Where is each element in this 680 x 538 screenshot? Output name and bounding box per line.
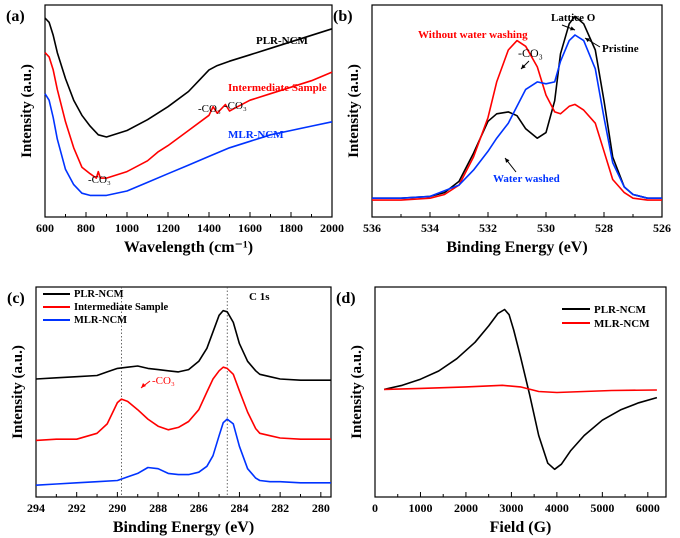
series-line-mlr-ncm bbox=[35, 418, 331, 486]
annotation-text: -CO₃ bbox=[518, 46, 543, 60]
x-tick-label: 0 bbox=[372, 501, 378, 515]
legend-label: Intermediate Sample bbox=[74, 302, 169, 313]
plot-frame bbox=[374, 286, 667, 498]
legend-label: PLR-NCM bbox=[74, 289, 124, 300]
y-axis-label: Intensity (a.u.) bbox=[10, 345, 26, 439]
legend-d: PLR-NCM MLR-NCM bbox=[562, 304, 650, 330]
series-line-intermediate-sample bbox=[35, 366, 331, 442]
arrow-head bbox=[570, 26, 575, 31]
x-axis-label: Binding Energy (eV) bbox=[446, 239, 587, 256]
panel-a: 600 800 1000 1200 1400 1600 1800 2000 Wavelength… bbox=[19, 4, 344, 256]
x-tick-label: 536 bbox=[363, 221, 381, 235]
y-axis-label: Intensity (a.u.) bbox=[349, 345, 365, 439]
legend-label: MLR-NCM bbox=[594, 318, 650, 330]
x-tick-label: 2000 bbox=[454, 501, 478, 515]
x-tick-label: 2000 bbox=[320, 221, 344, 235]
x-tick-label: 294 bbox=[27, 501, 45, 515]
x-tick-label: 284 bbox=[230, 501, 248, 515]
series-line-water-washed bbox=[372, 34, 662, 199]
x-tick-label: 5000 bbox=[590, 501, 614, 515]
annotation-text: Water washed bbox=[493, 173, 560, 185]
series-label: PLR-NCM bbox=[256, 35, 309, 47]
legend-c: PLR-NCM Intermediate Sample MLR-NCM bbox=[43, 289, 169, 326]
x-tick-label: 280 bbox=[312, 501, 330, 515]
plot-frame bbox=[35, 286, 332, 498]
annotation-text: Pristine bbox=[602, 43, 639, 55]
x-tick-label: 600 bbox=[36, 221, 54, 235]
legend-label: PLR-NCM bbox=[594, 304, 647, 316]
annotation-text: Lattice O bbox=[551, 12, 596, 24]
co3-annotation: -CO₃ bbox=[88, 174, 111, 186]
x-tick-label: 4000 bbox=[545, 501, 569, 515]
panel-label-b: (b) bbox=[333, 8, 353, 25]
co3-annotation: -CO₃ bbox=[152, 375, 175, 387]
annotation-text: Without water washing bbox=[418, 29, 528, 41]
x-tick-label: 1600 bbox=[238, 221, 262, 235]
legend-label: MLR-NCM bbox=[74, 315, 127, 326]
series-line-mlr-ncm bbox=[44, 93, 333, 197]
series-label: Intermediate Sample bbox=[228, 82, 327, 94]
x-axis-label: Binding Energy (eV) bbox=[113, 519, 254, 536]
x-tick-label: 292 bbox=[68, 501, 86, 515]
x-tick-label: 286 bbox=[190, 501, 208, 515]
co3-annotation: -CO₃ bbox=[198, 103, 221, 115]
series-label: MLR-NCM bbox=[228, 129, 284, 141]
co3-annotation: -CO₃ bbox=[224, 100, 247, 112]
series-line-pristine bbox=[372, 15, 662, 199]
series-line-plr-ncm bbox=[35, 309, 331, 381]
y-axis-label: Intensity (a.u.) bbox=[346, 64, 362, 158]
x-tick-label: 290 bbox=[108, 501, 126, 515]
panel-label-c: (c) bbox=[7, 290, 25, 307]
panel-label-d: (d) bbox=[336, 290, 356, 307]
x-tick-label: 6000 bbox=[636, 501, 660, 515]
x-tick-label: 528 bbox=[595, 221, 613, 235]
x-tick-label: 800 bbox=[77, 221, 95, 235]
arrow-head bbox=[585, 38, 590, 43]
x-tick-label: 1400 bbox=[197, 221, 221, 235]
panel-label-a: (a) bbox=[6, 8, 25, 25]
x-tick-label: 1800 bbox=[279, 221, 303, 235]
x-tick-label: 530 bbox=[537, 221, 555, 235]
arrow-head bbox=[505, 158, 510, 163]
panel-d: 0 1000 2000 3000 4000 5000 6000 Field (G) Intens… bbox=[349, 286, 667, 536]
panel-b: 536 534 532 530 528 526 Binding Energy (eV) Int… bbox=[346, 4, 671, 256]
panel-c: 294 292 290 288 286 284 282 280 Binding Energy (… bbox=[10, 286, 332, 536]
x-axis-label: Field (G) bbox=[490, 519, 552, 536]
x-tick-label: 3000 bbox=[499, 501, 523, 515]
x-tick-label: 534 bbox=[421, 221, 439, 235]
series-line-plr-ncm bbox=[44, 17, 333, 138]
series-line-mlr-ncm bbox=[384, 384, 657, 394]
x-tick-label: 532 bbox=[479, 221, 497, 235]
x-tick-label: 1200 bbox=[156, 221, 180, 235]
c1s-label: C 1s bbox=[249, 291, 270, 303]
x-axis-label: Wavelength (cm⁻¹) bbox=[124, 239, 253, 256]
x-tick-label: 288 bbox=[149, 501, 167, 515]
x-tick-label: 1000 bbox=[115, 221, 139, 235]
x-tick-label: 526 bbox=[653, 221, 671, 235]
x-tick-label: 1000 bbox=[408, 501, 432, 515]
arrow-head bbox=[141, 383, 146, 388]
x-tick-label: 282 bbox=[271, 501, 289, 515]
series-line-plr-ncm bbox=[383, 308, 658, 471]
arrow-head bbox=[521, 64, 526, 69]
y-axis-label: Intensity (a.u.) bbox=[19, 64, 35, 158]
series-line-intermediate-sample bbox=[44, 52, 333, 179]
